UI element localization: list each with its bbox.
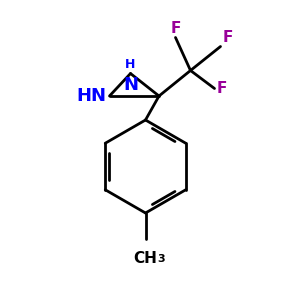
Text: F: F [217,81,227,96]
Text: HN: HN [76,87,106,105]
Text: N: N [123,76,138,94]
Text: H: H [125,58,136,71]
Text: F: F [223,30,233,45]
Text: CH: CH [134,251,158,266]
Text: F: F [170,21,181,36]
Text: 3: 3 [157,254,164,264]
